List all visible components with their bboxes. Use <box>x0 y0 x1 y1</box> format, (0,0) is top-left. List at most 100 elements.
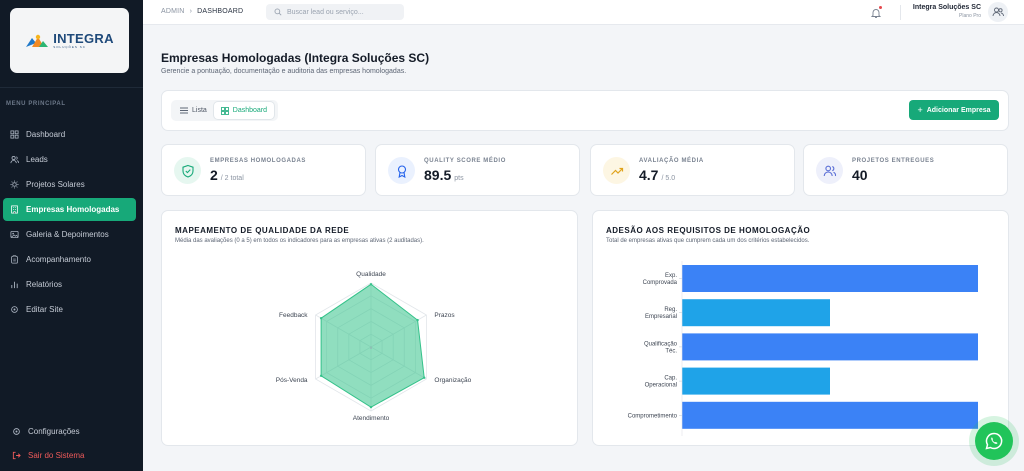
bar <box>682 401 978 429</box>
plus-icon: + <box>917 105 923 115</box>
users-icon <box>816 157 843 184</box>
stat-number: 40 <box>852 167 868 183</box>
image-icon <box>10 230 19 239</box>
user-name: Integra Soluções SC <box>912 4 981 11</box>
radar-axis-label: Pós-Venda <box>276 377 308 384</box>
breadcrumb-current: DASHBOARD <box>197 8 244 15</box>
bar-category-label: Téc. <box>665 348 677 354</box>
stat-number: 2 <box>210 167 218 183</box>
sidebar: INTEGRA SOLUÇÕES SC MENU PRINCIPAL Dashb… <box>0 0 143 471</box>
tab-list[interactable]: Lista <box>173 102 214 119</box>
radar-axis-label: Prazos <box>434 312 455 319</box>
sidebar-item-empresas-homologadas[interactable]: Empresas Homologadas <box>3 198 136 221</box>
bar-category-label: Comprovada <box>643 280 678 286</box>
logout-label: Sair do Sistema <box>28 450 85 460</box>
view-toolbar: Lista Dashboard + Adicionar Empresa <box>161 90 1009 131</box>
bar-category-label: Qualificação <box>644 341 678 347</box>
add-company-label: Adicionar Empresa <box>926 106 991 114</box>
stat-card: PROJETOS ENTREGUES 40 <box>803 144 1008 196</box>
topbar: ADMIN › DASHBOARD Buscar lead ou serviço..… <box>143 0 1024 25</box>
logout-button[interactable]: Sair do Sistema <box>3 444 136 466</box>
sidebar-item-acompanhamento[interactable]: Acompanhamento <box>3 248 136 271</box>
sidebar-menu: Dashboard Leads Projetos Solares Empresas H… <box>3 123 136 323</box>
award-icon <box>388 157 415 184</box>
stat-card: AVALIAÇÃO MÉDIA 4.7/ 5.0 <box>590 144 795 196</box>
radar-axis-label: Feedback <box>279 312 308 319</box>
view-toggle: Lista Dashboard <box>171 100 278 121</box>
stat-value: 4.7/ 5.0 <box>639 167 675 183</box>
bar-category-label: Exp. <box>665 273 677 279</box>
stat-card: EMPRESAS HOMOLOGADAS 2/ 2 total <box>161 144 366 196</box>
breadcrumb: ADMIN › DASHBOARD <box>161 8 243 15</box>
avatar[interactable] <box>988 2 1008 22</box>
user-plan: Plano Pro <box>959 13 981 19</box>
bar-category-label: Comprometimento <box>628 413 678 419</box>
clipboard-icon <box>10 255 19 264</box>
radar-point <box>369 405 373 409</box>
menu-heading: MENU PRINCIPAL <box>6 101 66 107</box>
logout-icon <box>12 451 21 460</box>
stat-label: QUALITY SCORE MÉDIO <box>424 158 506 164</box>
gear-icon <box>10 305 19 314</box>
grid-icon <box>10 130 19 139</box>
users-icon <box>992 7 1004 17</box>
radar-chart: 0 Qualidade Prazos Organização Atendimento Pó… <box>276 271 472 422</box>
sidebar-item-editar-site[interactable]: Editar Site <box>3 298 136 321</box>
whatsapp-button[interactable] <box>975 422 1013 460</box>
logo[interactable]: INTEGRA SOLUÇÕES SC <box>10 8 129 73</box>
stat-label: EMPRESAS HOMOLOGADAS <box>210 158 307 164</box>
sidebar-item-projetos-solares[interactable]: Projetos Solares <box>3 173 136 196</box>
stat-suffix: / 2 total <box>220 175 244 182</box>
bell-icon <box>870 9 882 18</box>
stat-card: QUALITY SCORE MÉDIO 89.5 pts <box>375 144 580 196</box>
radar-point <box>369 283 373 286</box>
sidebar-item-settings[interactable]: Configurações <box>3 420 136 442</box>
sidebar-bottom: Configurações Sair do Sistema <box>3 420 136 468</box>
sidebar-item-label: Dashboard <box>26 130 66 139</box>
notifications-button[interactable] <box>870 6 882 18</box>
sidebar-item-galeria-depoimentos[interactable]: Galeria & Depoimentos <box>3 223 136 246</box>
stat-suffix: / 5.0 <box>661 175 676 182</box>
sidebar-item-label: Relatórios <box>26 280 63 289</box>
gear-icon <box>12 427 21 436</box>
logo-mark-icon <box>26 34 49 47</box>
topbar-divider <box>900 5 901 20</box>
list-icon <box>180 107 188 114</box>
logo-subtext: SOLUÇÕES SC <box>53 45 86 49</box>
grid-icon <box>220 106 229 115</box>
tab-list-label: Lista <box>192 107 207 114</box>
sidebar-item-dashboard[interactable]: Dashboard <box>3 123 136 146</box>
stat-value: 89.5 pts <box>424 167 464 183</box>
bar <box>682 265 978 292</box>
sidebar-item-label: Projetos Solares <box>26 180 85 189</box>
search-input[interactable]: Buscar lead ou serviço... <box>266 4 404 20</box>
sidebar-item-label: Galeria & Depoimentos <box>26 230 109 239</box>
sidebar-item-label: Acompanhamento <box>26 255 91 264</box>
tab-dashboard-label: Dashboard <box>232 107 268 114</box>
add-company-button[interactable]: + Adicionar Empresa <box>909 100 999 120</box>
stat-suffix: pts <box>454 175 464 182</box>
radar-point <box>416 318 419 322</box>
stat-number: 89.5 <box>424 167 452 183</box>
sidebar-item-relatorios[interactable]: Relatórios <box>3 273 136 296</box>
sidebar-divider <box>0 87 143 88</box>
page-title: Empresas Homologadas (Integra Soluções S… <box>161 51 430 65</box>
radar-point <box>423 376 426 379</box>
sun-icon <box>10 180 19 189</box>
bar-chart: Exp.Comprovada Reg.Empresarial Qualificaçã… <box>628 261 978 436</box>
sidebar-item-leads[interactable]: Leads <box>3 148 136 171</box>
shield-check-icon <box>174 157 201 184</box>
breadcrumb-root[interactable]: ADMIN <box>161 8 185 15</box>
trending-up-icon <box>603 157 630 184</box>
stat-label: PROJETOS ENTREGUES <box>852 158 935 164</box>
bar-chart-subtitle: Total de empresas ativas que cumprem cad… <box>606 238 810 244</box>
radar-axis-label: Qualidade <box>356 271 386 278</box>
sidebar-item-label: Editar Site <box>26 305 63 314</box>
tab-dashboard[interactable]: Dashboard <box>213 102 275 119</box>
logo-text: INTEGRA <box>53 31 114 46</box>
radar-chart-title: MAPEAMENTO DE QUALIDADE DA REDE <box>175 226 350 235</box>
sidebar-item-label: Empresas Homologadas <box>26 205 120 214</box>
stat-number: 4.7 <box>639 167 659 183</box>
stat-label: AVALIAÇÃO MÉDIA <box>639 158 704 164</box>
search-placeholder: Buscar lead ou serviço... <box>287 8 364 16</box>
